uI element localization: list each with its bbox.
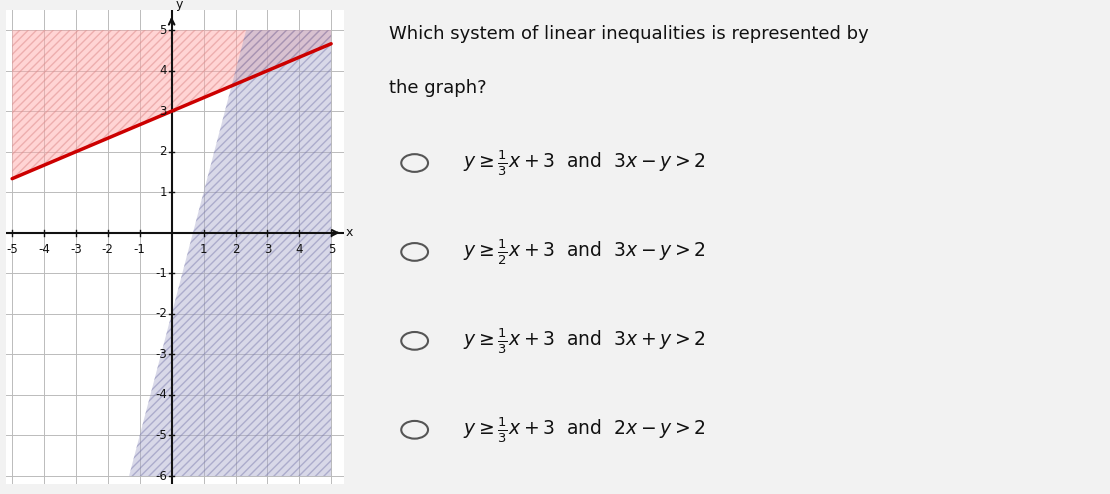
Text: 5: 5 <box>160 24 166 37</box>
Text: 4: 4 <box>295 243 303 256</box>
Text: -4: -4 <box>38 243 50 256</box>
Text: -6: -6 <box>155 469 166 483</box>
Text: -5: -5 <box>6 243 18 256</box>
Text: -3: -3 <box>155 348 166 361</box>
Text: 2: 2 <box>160 145 166 158</box>
Text: 4: 4 <box>160 64 166 77</box>
Text: $y \geq \frac{1}{2}x + 3$  and  $3x - y > 2$: $y \geq \frac{1}{2}x + 3$ and $3x - y > … <box>463 237 706 267</box>
Text: x: x <box>345 226 353 239</box>
Text: -3: -3 <box>70 243 82 256</box>
Text: -4: -4 <box>155 388 166 402</box>
Text: the graph?: the graph? <box>388 79 486 97</box>
Text: Which system of linear inequalities is represented by: Which system of linear inequalities is r… <box>388 25 868 42</box>
Text: -5: -5 <box>155 429 166 442</box>
Text: 3: 3 <box>160 105 166 118</box>
Text: 1: 1 <box>200 243 208 256</box>
Text: 2: 2 <box>232 243 240 256</box>
Text: -2: -2 <box>155 307 166 321</box>
Text: -1: -1 <box>133 243 145 256</box>
Text: -2: -2 <box>102 243 113 256</box>
Text: $y \geq \frac{1}{3}x + 3$  and  $3x - y > 2$: $y \geq \frac{1}{3}x + 3$ and $3x - y > … <box>463 148 706 178</box>
Text: -1: -1 <box>155 267 166 280</box>
Text: $y \geq \frac{1}{3}x + 3$  and  $3x + y > 2$: $y \geq \frac{1}{3}x + 3$ and $3x + y > … <box>463 326 706 356</box>
Text: 3: 3 <box>264 243 271 256</box>
Text: 5: 5 <box>327 243 335 256</box>
Text: 1: 1 <box>160 186 166 199</box>
Text: $y \geq \frac{1}{3}x + 3$  and  $2x - y > 2$: $y \geq \frac{1}{3}x + 3$ and $2x - y > … <box>463 415 706 445</box>
Text: y: y <box>175 0 183 11</box>
